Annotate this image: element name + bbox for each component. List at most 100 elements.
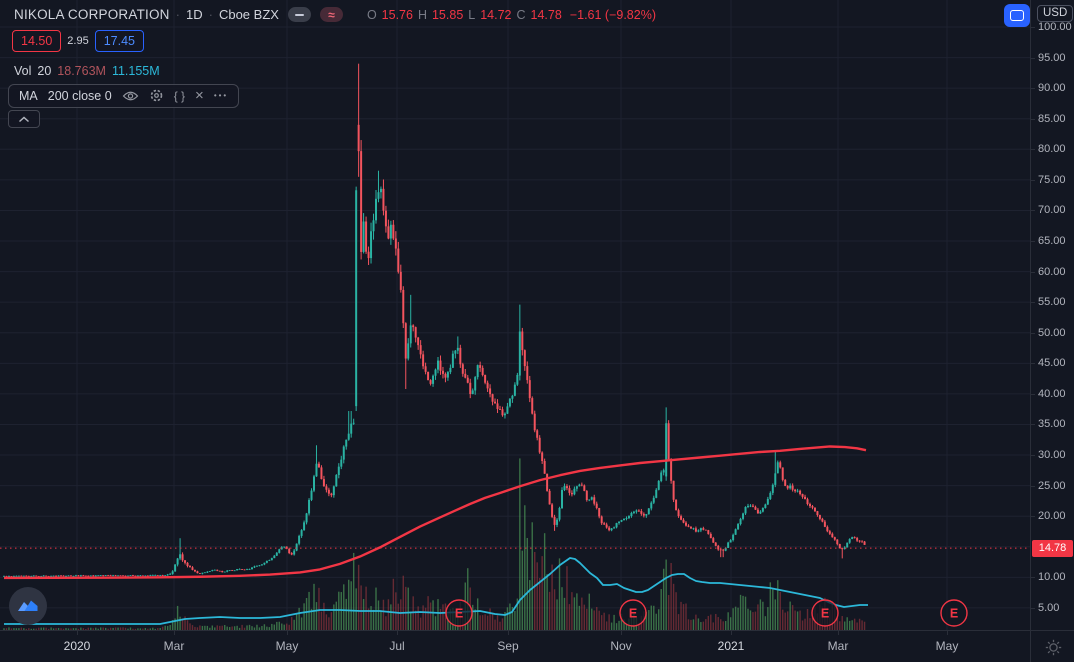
earnings-marker[interactable]: E <box>940 599 968 627</box>
svg-text:E: E <box>950 607 958 621</box>
axis-settings-button[interactable] <box>1030 630 1074 662</box>
volume-label: Vol <box>14 64 32 78</box>
source-code-icon[interactable]: { } <box>173 88 186 103</box>
open-value: 15.76 <box>381 7 413 22</box>
time-tick-label: Sep <box>497 639 519 653</box>
price-tick-label: 100.00 <box>1031 21 1072 33</box>
symbol-title[interactable]: NIKOLA CORPORATION <box>14 7 170 22</box>
separator: · <box>175 7 180 22</box>
symbol-legend: NIKOLA CORPORATION · 1D · Cboe BZX ≈ O 15… <box>14 7 656 22</box>
time-tick-label: Jul <box>389 639 405 653</box>
indicator-name: MA <box>19 88 38 103</box>
time-tick-mark <box>174 631 175 635</box>
indicator-params: 200 close 0 <box>47 88 112 103</box>
price-tick-label: 60.00 <box>1031 265 1066 278</box>
price-tick-label: 55.00 <box>1031 296 1066 309</box>
time-tick-mark <box>621 631 622 635</box>
svg-text:E: E <box>629 607 637 621</box>
svg-text:E: E <box>821 607 829 621</box>
time-tick-mark <box>287 631 288 635</box>
sell-button[interactable]: 14.50 <box>12 30 62 52</box>
spread-value: 2.95 <box>67 35 89 47</box>
ohlc-values: O 15.76 H 15.85 L 14.72 C 14.78 −1.61 (−9.82… <box>367 8 656 22</box>
volume-bars <box>3 458 866 630</box>
interval-label[interactable]: 1D <box>185 7 203 22</box>
price-tick-label: 65.00 <box>1031 235 1066 248</box>
time-tick-mark <box>508 631 509 635</box>
time-axis[interactable]: 2020 Mar May Jul Sep Nov 2021 Mar May <box>0 630 1030 662</box>
low-value: 14.72 <box>480 7 512 22</box>
time-tick-label: May <box>935 639 959 653</box>
price-tick-label: 35.00 <box>1031 418 1066 431</box>
time-tick-label: Mar <box>163 639 185 653</box>
volume-ma-length: 20 <box>37 64 52 78</box>
dash-toggle-button[interactable] <box>287 7 311 22</box>
candle-bodies <box>3 124 866 577</box>
volume-ma-line <box>4 557 868 625</box>
price-tick-label: 30.00 <box>1031 449 1066 462</box>
more-options-icon[interactable]: ••• <box>213 91 229 100</box>
eye-icon[interactable] <box>122 90 139 102</box>
price-tick-label: 85.00 <box>1031 112 1066 125</box>
time-tick-mark <box>838 631 839 635</box>
price-tick-label: 75.00 <box>1031 173 1066 186</box>
time-tick-label: 2020 <box>63 639 91 653</box>
collapse-legend-button[interactable] <box>8 110 40 128</box>
grid-lines <box>0 0 1030 630</box>
change-value: −1.61 (−9.82%) <box>569 7 656 22</box>
price-tick-label: 25.00 <box>1031 479 1066 492</box>
price-tick-label: 45.00 <box>1031 357 1066 370</box>
last-price-badge: 14.78 <box>1032 539 1073 557</box>
ma200-line <box>3 445 867 580</box>
volume-legend[interactable]: Vol 20 18.763M 11.155M <box>14 64 160 78</box>
close-icon[interactable]: × <box>195 87 204 104</box>
time-tick-mark <box>397 631 398 635</box>
time-tick-label: Nov <box>610 639 632 653</box>
svg-text:E: E <box>455 607 463 621</box>
time-tick-label: 2021 <box>717 639 745 653</box>
time-tick-label: Mar <box>827 639 849 653</box>
approx-icon: ≈ <box>328 7 335 22</box>
exchange-label[interactable]: Cboe BZX <box>218 7 279 22</box>
dash-icon <box>294 13 304 16</box>
currency-toggle[interactable]: USD <box>1037 5 1074 22</box>
frame-icon <box>1010 10 1024 21</box>
indicator-legend[interactable]: MA 200 close 0 { } × ••• <box>8 84 240 108</box>
candle-wicks <box>3 63 866 577</box>
close-value: 14.78 <box>530 7 562 22</box>
sun-settings-icon <box>1045 639 1061 655</box>
earnings-marker[interactable]: E <box>445 599 473 627</box>
buy-button[interactable]: 17.45 <box>94 30 144 52</box>
price-tick-label: 40.00 <box>1031 387 1066 400</box>
time-tick-mark <box>731 631 732 635</box>
time-tick-mark <box>77 631 78 635</box>
tradingview-logo-button[interactable] <box>9 587 47 625</box>
time-tick-mark <box>947 631 948 635</box>
price-tick-label: 5.00 <box>1030 601 1060 614</box>
high-label: H <box>417 7 427 22</box>
price-tick-label: 50.00 <box>1031 326 1066 339</box>
volume-ma-value: 11.155M <box>111 64 160 78</box>
gear-icon[interactable] <box>149 88 164 103</box>
chevron-up-icon <box>19 115 29 122</box>
maximize-chart-button[interactable] <box>1004 4 1030 27</box>
open-label: O <box>366 7 377 22</box>
time-tick-label: May <box>275 639 299 653</box>
price-tick-label: 70.00 <box>1031 204 1066 217</box>
low-label: L <box>468 7 476 22</box>
separator: · <box>208 7 213 22</box>
price-tick-label: 20.00 <box>1031 510 1066 523</box>
price-axis[interactable]: USD 14.78 100.00 95.00 90.00 85.00 80.00 75.0… <box>1030 0 1074 630</box>
earnings-marker[interactable]: E <box>619 599 647 627</box>
price-tick-label: 10.00 <box>1031 571 1066 584</box>
approx-toggle-button[interactable]: ≈ <box>319 7 343 22</box>
price-tick-label: 95.00 <box>1031 51 1066 64</box>
volume-value: 18.763M <box>57 64 106 78</box>
tradingview-logo-icon <box>18 600 38 611</box>
earnings-marker[interactable]: E <box>811 599 839 627</box>
trade-panel: 14.50 2.95 17.45 <box>12 30 144 52</box>
price-tick-label: 90.00 <box>1031 82 1066 95</box>
price-tick-label: 80.00 <box>1031 143 1066 156</box>
